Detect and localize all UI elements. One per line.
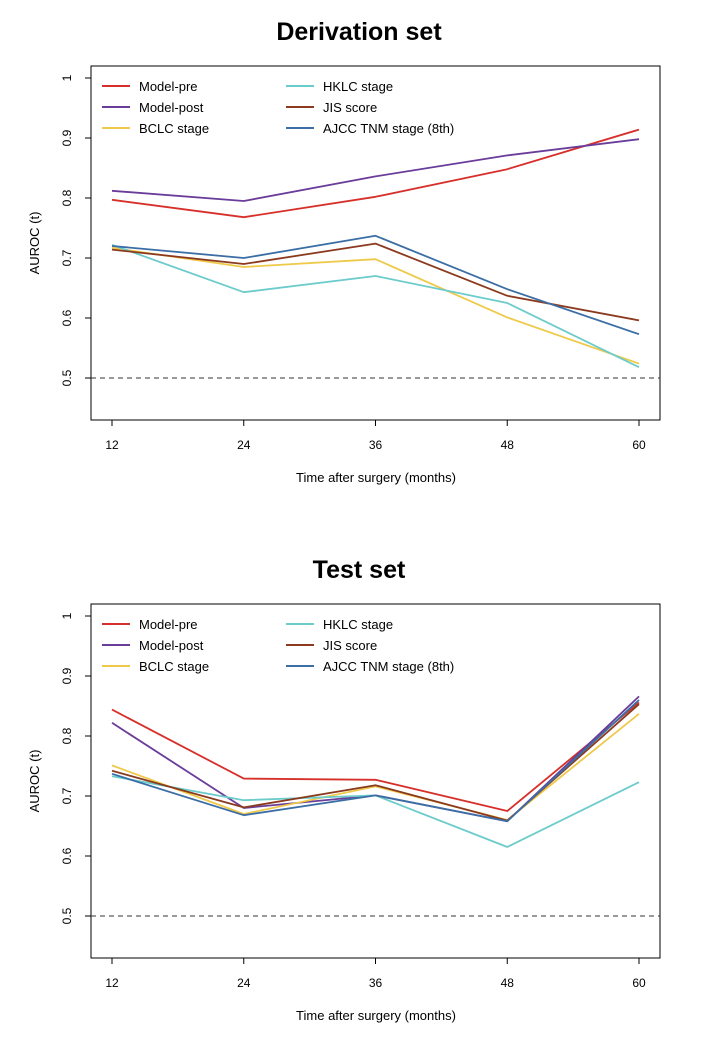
x-tick-label: 48 bbox=[501, 976, 515, 990]
series-line-bclc-stage bbox=[111, 246, 640, 365]
x-tick-label: 12 bbox=[105, 438, 119, 452]
legend-label: JIS score bbox=[323, 638, 377, 653]
derivation-set-chart: Derivation set Time after surgery (month… bbox=[27, 18, 661, 485]
series-line-bclc-stage bbox=[111, 713, 640, 821]
legend-label: Model-post bbox=[139, 100, 204, 115]
series-lines bbox=[111, 695, 640, 848]
y-axis-label: AUROC (t) bbox=[27, 212, 42, 275]
legend-label: AJCC TNM stage (8th) bbox=[323, 659, 454, 674]
series-line-hklc-stage bbox=[111, 243, 640, 369]
series-line-jis-score bbox=[111, 242, 640, 322]
x-axis-ticks: 12 24 36 48 60 bbox=[105, 420, 646, 452]
legend-label: Model-pre bbox=[139, 617, 198, 632]
y-axis-ticks: 0.5 0.6 0.7 0.8 0.9 1 bbox=[60, 74, 91, 386]
x-tick-label: 60 bbox=[632, 438, 646, 452]
series-lines bbox=[111, 128, 640, 369]
legend-label: Model-pre bbox=[139, 79, 198, 94]
x-tick-label: 12 bbox=[105, 976, 119, 990]
y-axis-label: AUROC (t) bbox=[27, 750, 42, 813]
x-tick-label: 24 bbox=[237, 976, 251, 990]
legend: Model-pre Model-post BCLC stage HKLC stage J… bbox=[102, 617, 454, 674]
y-tick-label: 0.8 bbox=[60, 727, 74, 744]
x-axis-label: Time after surgery (months) bbox=[296, 470, 456, 485]
y-tick-label: 0.7 bbox=[60, 249, 74, 266]
legend-label: HKLC stage bbox=[323, 79, 393, 94]
y-tick-label: 0.9 bbox=[60, 129, 74, 146]
legend-label: AJCC TNM stage (8th) bbox=[323, 121, 454, 136]
x-tick-label: 36 bbox=[369, 438, 383, 452]
series-line-jis-score bbox=[111, 703, 640, 822]
x-tick-label: 24 bbox=[237, 438, 251, 452]
test-set-chart: Test set Time after surgery (months) AUR… bbox=[27, 556, 661, 1023]
series-line-model-pre bbox=[111, 701, 640, 812]
legend-label: HKLC stage bbox=[323, 617, 393, 632]
y-axis-ticks: 0.5 0.6 0.7 0.8 0.9 1 bbox=[60, 612, 91, 924]
y-tick-label: 0.9 bbox=[60, 667, 74, 684]
chart-title: Test set bbox=[313, 556, 406, 584]
y-tick-label: 1 bbox=[60, 612, 74, 619]
x-axis-label: Time after surgery (months) bbox=[296, 1008, 456, 1023]
y-tick-label: 0.8 bbox=[60, 189, 74, 206]
legend-label: BCLC stage bbox=[139, 659, 209, 674]
series-line-model-post bbox=[111, 695, 640, 823]
x-tick-label: 60 bbox=[632, 976, 646, 990]
y-tick-label: 1 bbox=[60, 74, 74, 81]
series-line-model-pre bbox=[111, 128, 640, 219]
chart-title: Derivation set bbox=[276, 18, 442, 46]
y-tick-label: 0.7 bbox=[60, 787, 74, 804]
series-line-ajcc-tnm-stage-8th bbox=[111, 699, 640, 823]
legend-label: JIS score bbox=[323, 100, 377, 115]
y-tick-label: 0.6 bbox=[60, 309, 74, 326]
series-line-model-post bbox=[111, 138, 640, 202]
y-tick-label: 0.6 bbox=[60, 847, 74, 864]
legend: Model-pre Model-post BCLC stage HKLC stage J… bbox=[102, 79, 454, 136]
y-tick-label: 0.5 bbox=[60, 907, 74, 924]
x-tick-label: 36 bbox=[369, 976, 383, 990]
y-tick-label: 0.5 bbox=[60, 369, 74, 386]
series-line-ajcc-tnm-stage-8th bbox=[111, 234, 640, 336]
x-axis-ticks: 12 24 36 48 60 bbox=[105, 958, 646, 990]
x-tick-label: 48 bbox=[501, 438, 515, 452]
legend-label: Model-post bbox=[139, 638, 204, 653]
plot-frame bbox=[90, 603, 661, 959]
legend-label: BCLC stage bbox=[139, 121, 209, 136]
